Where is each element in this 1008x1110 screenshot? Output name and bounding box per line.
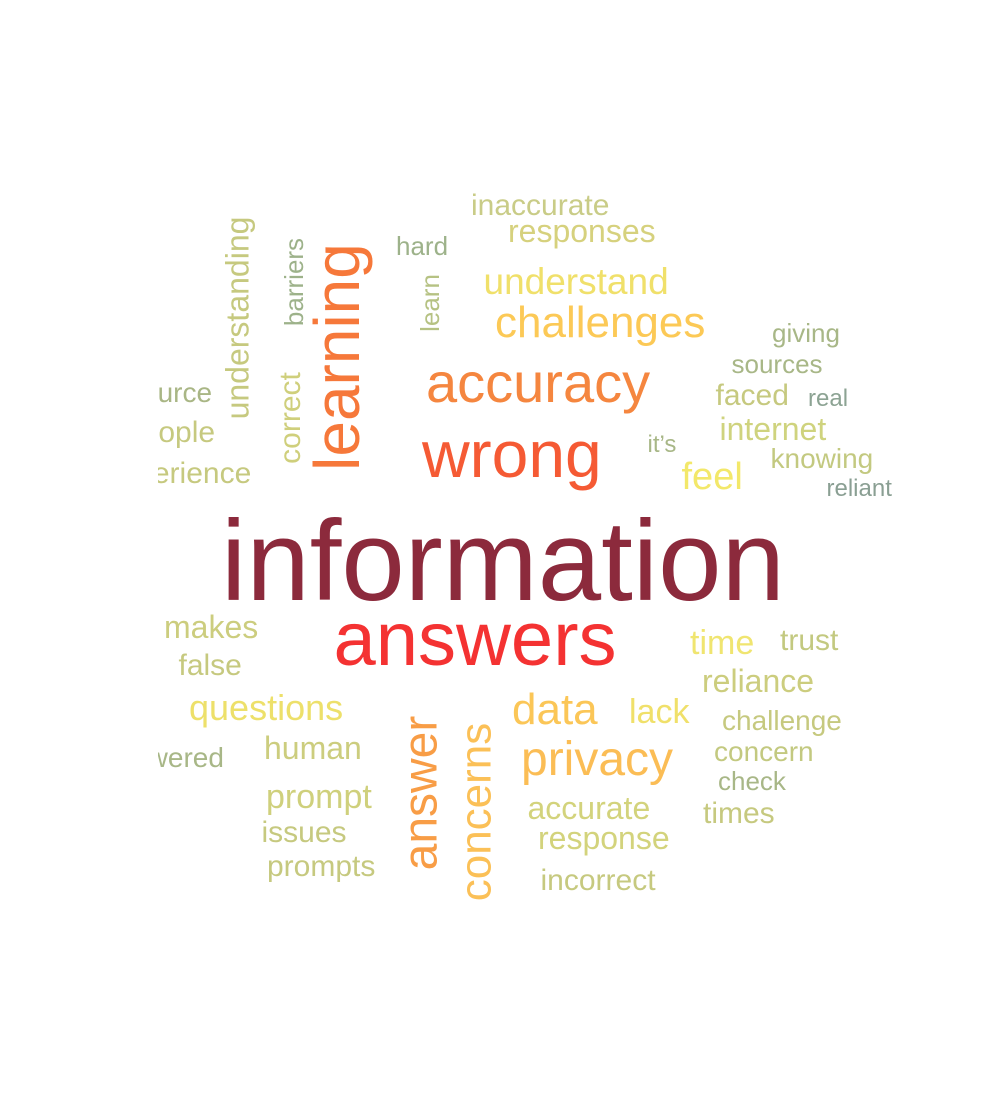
word-knowing: knowing [770, 443, 874, 474]
word-trust: trust [780, 624, 839, 657]
word-false: false [178, 649, 242, 682]
word-privacy: privacy [521, 733, 674, 786]
word-answers: answers [333, 597, 617, 682]
word-check: check [718, 766, 786, 796]
word-data: data [512, 685, 598, 734]
word-response: response [538, 820, 670, 856]
word-concerns: concerns [450, 722, 500, 902]
word-inaccurate: inaccurate [471, 189, 610, 222]
word-incorrect: incorrect [540, 864, 656, 897]
word-challenges: challenges [495, 298, 706, 347]
word-prompts: prompts [267, 850, 376, 883]
word-time: time [690, 624, 755, 662]
word-issues: issues [261, 816, 347, 849]
word-barriers: barriers [279, 237, 310, 327]
word-learn: learn [414, 274, 445, 332]
word-cloud-clip: information answers wrong accuracy learn… [158, 0, 918, 1110]
word-understand: understand [483, 260, 669, 302]
word-internet: internet [719, 411, 827, 447]
word-accurate: accurate [527, 790, 651, 826]
word-challenge: challenge [722, 705, 842, 736]
word-learning: learning [300, 243, 373, 471]
word-source: source [158, 377, 213, 408]
word-human: human [264, 730, 362, 766]
word-answered: answered [158, 742, 224, 773]
word-real: real [808, 385, 849, 412]
word-sources: sources [731, 349, 823, 379]
word-answer: answer [393, 715, 447, 871]
word-reliant: reliant [826, 475, 892, 502]
word-its: it’s [647, 431, 677, 458]
word-questions: questions [189, 687, 344, 728]
word-accuracy: accuracy [426, 351, 651, 414]
word-lack: lack [629, 693, 690, 731]
word-giving: giving [772, 318, 840, 348]
word-people: people [158, 416, 216, 449]
word-times: times [703, 797, 775, 830]
word-hard: hard [396, 231, 449, 261]
word-correct: correct [273, 372, 307, 464]
word-information: information [221, 498, 785, 625]
word-understanding: understanding [218, 216, 255, 420]
word-feel: feel [681, 456, 743, 498]
word-responses: responses [508, 213, 656, 249]
word-prompt: prompt [266, 778, 372, 816]
word-wrong: wrong [422, 417, 602, 491]
word-concern: concern [714, 736, 814, 767]
word-faced: faced [715, 379, 789, 412]
word-reliance: reliance [702, 663, 815, 699]
word-experience: experience [158, 457, 252, 490]
word-makes: makes [164, 609, 259, 645]
